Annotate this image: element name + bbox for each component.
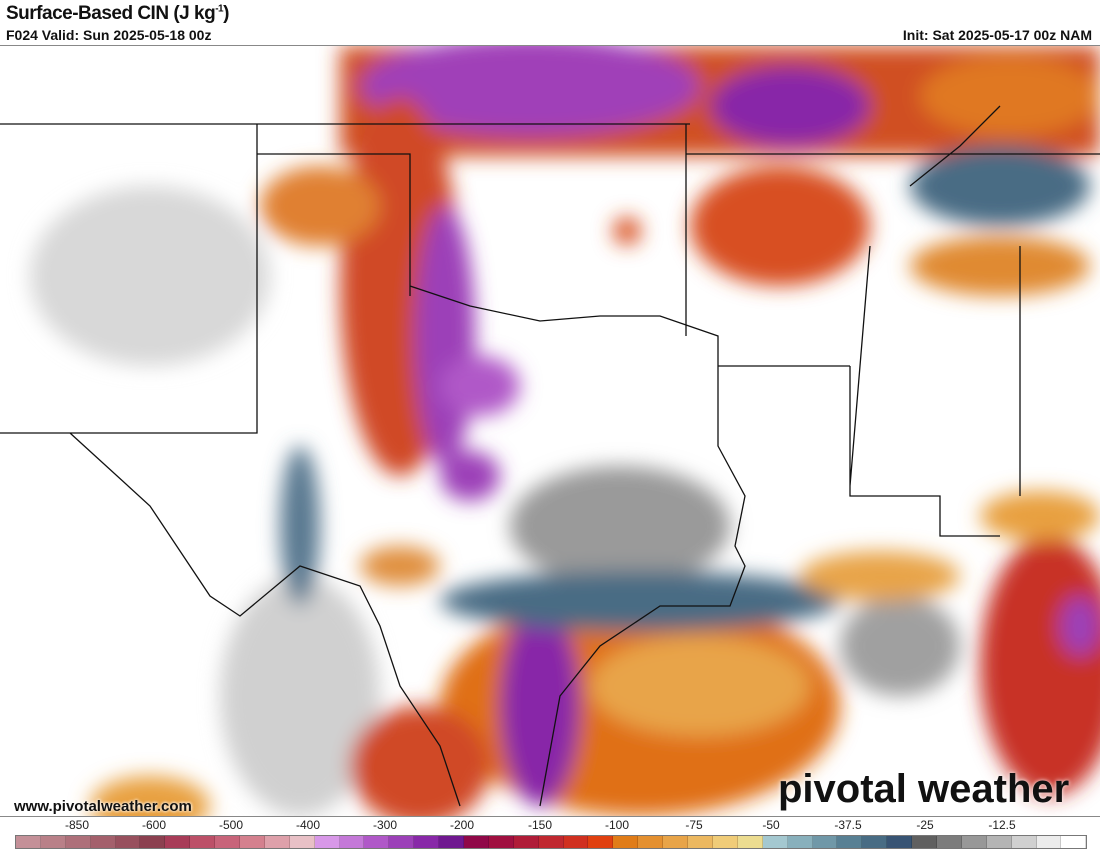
- colorbar-swatch: [513, 836, 539, 848]
- colorbar-labels: -850 -600 -500 -400 -300 -200 -150 -100 …: [0, 818, 1100, 834]
- colorbar-swatch: [1061, 836, 1087, 848]
- colorbar-swatch: [588, 836, 614, 848]
- colorbar-label: -300: [372, 818, 398, 832]
- colorbar-swatch: [837, 836, 863, 848]
- colorbar-label: -25: [916, 818, 934, 832]
- colorbar-label: -50: [762, 818, 780, 832]
- colorbar-swatch: [389, 836, 415, 848]
- map-title: Surface-Based CIN (J kg-1): [6, 3, 229, 25]
- colorbar-swatch: [439, 836, 465, 848]
- colorbar-swatch: [936, 836, 962, 848]
- colorbar-swatch: [663, 836, 689, 848]
- valid-time: F024 Valid: Sun 2025-05-18 00z: [6, 27, 212, 43]
- colorbar-swatch: [339, 836, 365, 848]
- title-unit-exponent: -1: [215, 3, 224, 15]
- colorbar-swatch: [812, 836, 838, 848]
- colorbar-swatch: [414, 836, 440, 848]
- init-time: Init: Sat 2025-05-17 00z NAM: [902, 27, 1092, 43]
- colorbar-label: -37.5: [834, 818, 862, 832]
- colorbar-swatch: [862, 836, 888, 848]
- colorbar-swatch: [961, 836, 987, 848]
- website-url[interactable]: www.pivotalweather.com: [14, 798, 192, 815]
- colorbar-swatch: [912, 836, 937, 848]
- colorbar-swatch: [140, 836, 166, 848]
- colorbar-swatch: [638, 836, 664, 848]
- colorbar-swatch: [16, 836, 41, 848]
- cin-field: [30, 46, 1100, 816]
- colorbar-swatch: [563, 836, 589, 848]
- colorbar-swatch: [40, 836, 66, 848]
- colorbar-swatch: [464, 836, 489, 848]
- colorbar-label: -600: [141, 818, 167, 832]
- colorbar-swatch: [90, 836, 116, 848]
- state-borders: [0, 105, 1100, 807]
- pivotal-weather-logo: pivotal weather: [778, 767, 1070, 811]
- colorbar-swatch: [115, 836, 141, 848]
- colorbar-swatch: [762, 836, 788, 848]
- colorbar-label: -400: [295, 818, 321, 832]
- colorbar-label: -12.5: [988, 818, 1016, 832]
- colorbar-swatch: [240, 836, 265, 848]
- colorbar-swatch: [488, 836, 514, 848]
- colorbar-swatch: [538, 836, 564, 848]
- colorbar-swatch: [1011, 836, 1037, 848]
- colorbar-label: -200: [449, 818, 475, 832]
- colorbar-swatch: [165, 836, 191, 848]
- cin-map[interactable]: [0, 45, 1100, 817]
- colorbar-label: -150: [527, 818, 553, 832]
- colorbar-swatch: [289, 836, 315, 848]
- colorbar-swatch: [613, 836, 639, 848]
- colorbar-swatch: [190, 836, 216, 848]
- colorbar-swatch: [314, 836, 340, 848]
- colorbar-swatch: [737, 836, 763, 848]
- colorbar-swatch: [712, 836, 738, 848]
- colorbar-label: -850: [64, 818, 90, 832]
- colorbar-swatch: [364, 836, 390, 848]
- colorbar-label: -75: [685, 818, 703, 832]
- colorbar-swatch: [215, 836, 241, 848]
- colorbar-swatch: [986, 836, 1012, 848]
- colorbar-swatch: [688, 836, 713, 848]
- colorbar-swatch: [787, 836, 813, 848]
- colorbar: [15, 835, 1087, 849]
- colorbar-swatch: [1036, 836, 1062, 848]
- title-text: Surface-Based CIN (J kg: [6, 3, 216, 24]
- colorbar-swatch: [65, 836, 91, 848]
- colorbar-label: -500: [218, 818, 244, 832]
- colorbar-swatch: [887, 836, 913, 848]
- colorbar-label: -100: [604, 818, 630, 832]
- colorbar-swatch: [264, 836, 290, 848]
- title-end: ): [223, 3, 229, 24]
